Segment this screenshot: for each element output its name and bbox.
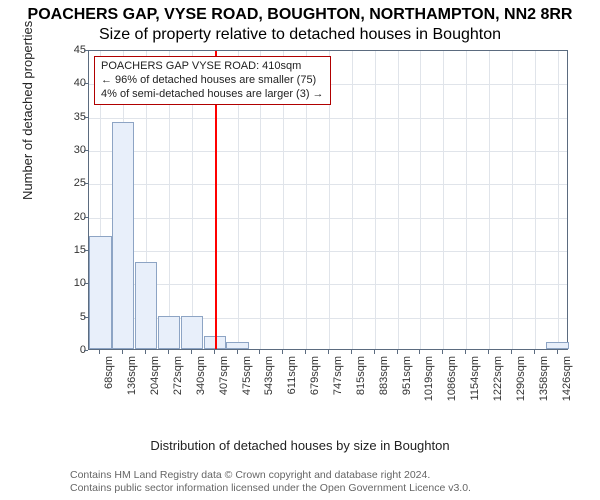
gridline-v [420, 51, 421, 349]
gridline-v [558, 51, 559, 349]
x-tick-mark [465, 350, 466, 354]
gridline-v [489, 51, 490, 349]
y-tick-mark [84, 83, 88, 84]
x-tick-mark [557, 350, 558, 354]
x-tick-label: 1086sqm [446, 356, 458, 401]
x-tick-label: 951sqm [401, 356, 413, 395]
x-tick-label: 883sqm [378, 356, 390, 395]
page-title: POACHERS GAP, VYSE ROAD, BOUGHTON, NORTH… [0, 0, 600, 24]
x-tick-mark [511, 350, 512, 354]
x-tick-mark [351, 350, 352, 354]
footer: Contains HM Land Registry data © Crown c… [70, 469, 471, 496]
y-tick-label: 15 [60, 244, 86, 256]
x-tick-label: 475sqm [241, 356, 253, 395]
y-tick-mark [84, 150, 88, 151]
x-tick-label: 611sqm [286, 356, 298, 394]
annotation-line: POACHERS GAP VYSE ROAD: 410sqm [101, 60, 324, 74]
x-tick-mark [488, 350, 489, 354]
y-tick-label: 45 [60, 44, 86, 56]
gridline-h [89, 218, 567, 219]
gridline-v [535, 51, 536, 349]
x-tick-label: 1290sqm [515, 356, 527, 401]
bar [158, 316, 180, 349]
x-tick-mark [214, 350, 215, 354]
y-tick-label: 40 [60, 77, 86, 89]
y-tick-mark [84, 50, 88, 51]
page-subtitle: Size of property relative to detached ho… [0, 24, 600, 44]
x-tick-label: 272sqm [172, 356, 184, 395]
x-tick-mark [237, 350, 238, 354]
x-tick-mark [168, 350, 169, 354]
annotation-line: ← 96% of detached houses are smaller (75… [101, 74, 324, 88]
x-tick-mark [305, 350, 306, 354]
y-tick-mark [84, 317, 88, 318]
y-tick-label: 10 [60, 277, 86, 289]
gridline-v [466, 51, 467, 349]
y-tick-label: 5 [60, 311, 86, 323]
y-tick-mark [84, 283, 88, 284]
y-axis-label: Number of detached properties [20, 21, 35, 200]
x-tick-mark [99, 350, 100, 354]
bar [112, 122, 134, 349]
x-tick-mark [282, 350, 283, 354]
x-tick-label: 747sqm [332, 356, 344, 395]
bar [89, 236, 111, 349]
y-tick-label: 20 [60, 211, 86, 223]
bar [181, 316, 203, 349]
x-tick-label: 407sqm [218, 356, 230, 395]
gridline-h [89, 251, 567, 252]
x-tick-label: 68sqm [103, 356, 115, 389]
y-tick-mark [84, 217, 88, 218]
y-tick-mark [84, 350, 88, 351]
bar [226, 342, 248, 349]
x-tick-label: 136sqm [126, 356, 138, 395]
x-tick-label: 1154sqm [469, 356, 481, 400]
x-tick-mark [122, 350, 123, 354]
annotation-box: POACHERS GAP VYSE ROAD: 410sqm ← 96% of … [94, 56, 331, 105]
gridline-h [89, 118, 567, 119]
x-tick-mark [419, 350, 420, 354]
x-tick-label: 679sqm [309, 356, 321, 395]
footer-line: Contains public sector information licen… [70, 482, 471, 496]
gridline-v [375, 51, 376, 349]
y-tick-mark [84, 117, 88, 118]
x-tick-label: 204sqm [149, 356, 161, 395]
x-tick-mark [328, 350, 329, 354]
gridline-h [89, 284, 567, 285]
footer-line: Contains HM Land Registry data © Crown c… [70, 469, 471, 483]
x-tick-mark [442, 350, 443, 354]
x-tick-label: 1426sqm [561, 356, 573, 401]
x-tick-label: 815sqm [355, 356, 367, 395]
x-tick-mark [397, 350, 398, 354]
y-tick-label: 25 [60, 177, 86, 189]
y-tick-mark [84, 250, 88, 251]
y-tick-label: 0 [60, 344, 86, 356]
x-tick-mark [191, 350, 192, 354]
gridline-h [89, 151, 567, 152]
y-tick-label: 30 [60, 144, 86, 156]
gridline-h [89, 184, 567, 185]
gridline-v [352, 51, 353, 349]
gridline-v [398, 51, 399, 349]
bar [546, 342, 568, 349]
gridline-v [512, 51, 513, 349]
y-tick-mark [84, 183, 88, 184]
x-tick-label: 1019sqm [423, 356, 435, 401]
annotation-line: 4% of semi-detached houses are larger (3… [101, 88, 324, 102]
x-tick-label: 340sqm [195, 356, 207, 395]
gridline-v [443, 51, 444, 349]
x-axis-label: Distribution of detached houses by size … [0, 438, 600, 453]
x-tick-mark [374, 350, 375, 354]
y-tick-label: 35 [60, 111, 86, 123]
x-tick-mark [534, 350, 535, 354]
x-tick-label: 1358sqm [538, 356, 550, 401]
x-tick-mark [259, 350, 260, 354]
bar [135, 262, 157, 349]
x-tick-label: 1222sqm [492, 356, 504, 401]
x-tick-label: 543sqm [263, 356, 275, 395]
x-tick-mark [145, 350, 146, 354]
